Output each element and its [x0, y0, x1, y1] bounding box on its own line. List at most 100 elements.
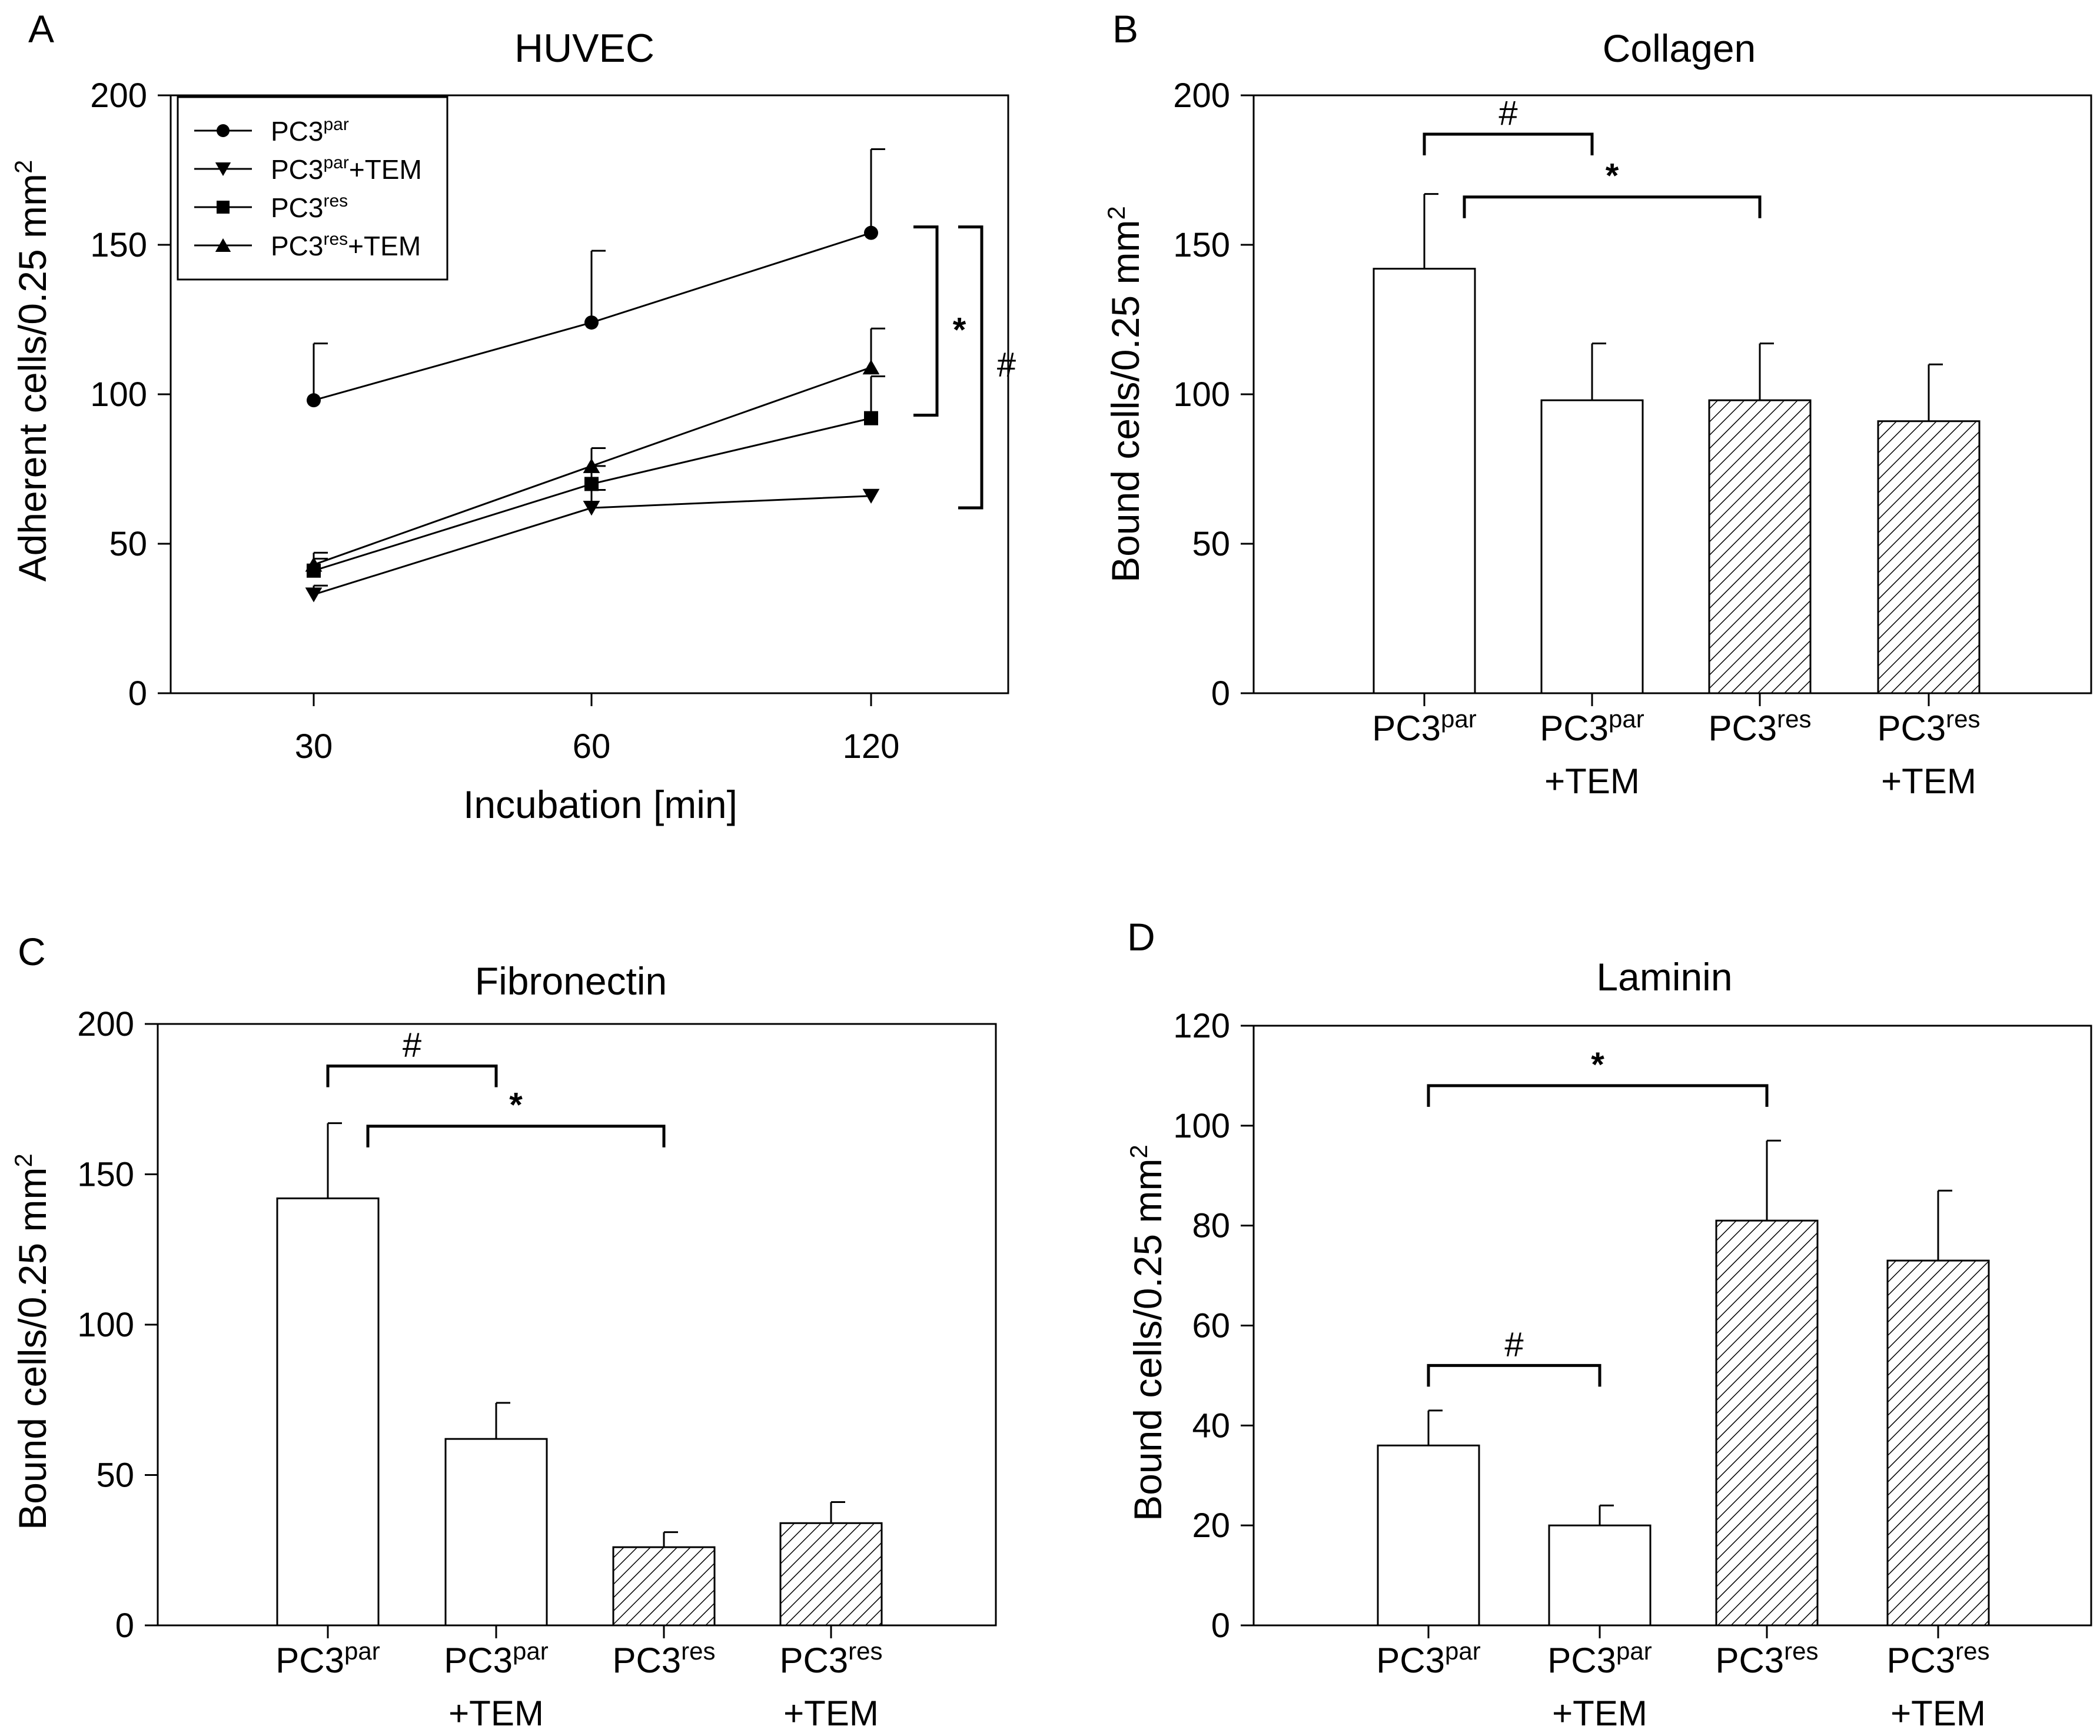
legend-entry-sup: par — [323, 153, 348, 172]
x-tick-label-line2: +TEM — [1552, 1694, 1647, 1733]
significance-bracket — [1423, 132, 1594, 156]
data-point-marker — [864, 225, 878, 240]
x-tick-label-line2: +TEM — [1890, 1694, 1986, 1733]
data-point-marker — [217, 201, 230, 214]
bar — [1708, 399, 1812, 694]
y-tick-label: 0 — [115, 1607, 134, 1645]
y-tick-label: 200 — [77, 1005, 134, 1043]
bar — [1877, 420, 1981, 694]
significance-label: * — [509, 1086, 523, 1125]
data-point-marker — [864, 411, 878, 425]
data-point-marker — [583, 501, 600, 516]
significance-bracket — [913, 225, 939, 417]
y-tick-label: 100 — [1173, 375, 1230, 414]
x-tick-label-sup: res — [848, 1637, 882, 1665]
significance-bracket — [958, 225, 983, 510]
x-tick-label-sup: par — [1445, 1637, 1481, 1665]
x-tick-label: PC3res — [1877, 705, 1980, 748]
bar — [1715, 1219, 1819, 1627]
panel-d-y-axis-label: Bound cells/0.25 mm2 — [1125, 1145, 1169, 1521]
legend-entry: PC3par — [271, 115, 349, 147]
x-tick-label-name: PC3 — [275, 1641, 344, 1680]
significance-bracket — [1463, 195, 1762, 218]
panel-b-title: Collagen — [1603, 26, 1756, 70]
x-tick-label-sup: par — [1616, 1637, 1652, 1665]
data-point-marker — [862, 360, 880, 375]
legend-entry-sup: par — [323, 115, 348, 134]
panel-a-title: HUVEC — [514, 26, 654, 71]
x-tick-label-name: PC3 — [444, 1641, 513, 1680]
x-tick-label-sup: res — [681, 1637, 715, 1665]
bar — [779, 1522, 883, 1627]
y-tick-label: 150 — [77, 1156, 134, 1194]
bar — [276, 1197, 380, 1627]
y-tick-label: 50 — [1192, 525, 1230, 563]
x-tick-label-name: PC3 — [1877, 709, 1946, 748]
x-tick-label: PC3par — [1372, 705, 1476, 748]
panel-c-y-axis-label: Bound cells/0.25 mm2 — [9, 1153, 54, 1530]
x-tick-label-sup: res — [1955, 1637, 1989, 1665]
x-tick-label-name: PC3 — [1708, 709, 1777, 748]
bar — [444, 1438, 548, 1627]
panel-a-letter: A — [28, 7, 54, 51]
data-point-marker — [862, 488, 880, 504]
significance-label: * — [1606, 157, 1619, 195]
x-tick-label: 120 — [843, 727, 900, 766]
legend-entry-suffix: +TEM — [349, 154, 422, 185]
legend-entry: PC3res+TEM — [271, 230, 421, 261]
x-tick-label-name: PC3 — [1372, 709, 1441, 748]
data-point-marker — [584, 315, 599, 330]
x-tick-label: PC3res — [1715, 1637, 1818, 1680]
panel-b-letter: B — [1112, 7, 1138, 51]
bar — [612, 1546, 716, 1627]
x-tick-label: PC3res — [1708, 705, 1811, 748]
x-tick-label-line2: +TEM — [448, 1694, 544, 1733]
legend-entry-name: PC3 — [271, 192, 323, 223]
x-tick-label: PC3par — [275, 1637, 380, 1680]
x-tick-label-name: PC3 — [1540, 709, 1609, 748]
legend-entry-suffix: +TEM — [348, 231, 421, 261]
x-tick-label-sup: par — [344, 1637, 380, 1665]
panel-d-title: Laminin — [1596, 955, 1732, 999]
y-tick-label: 150 — [1173, 226, 1230, 264]
significance-bracket — [1427, 1363, 1601, 1387]
legend-entry: PC3res — [271, 191, 348, 223]
x-tick-label-line2: +TEM — [1881, 761, 1976, 801]
x-tick-label-sup: par — [1609, 705, 1644, 733]
y-tick-label: 200 — [1173, 77, 1230, 115]
significance-label: # — [1504, 1325, 1523, 1363]
x-tick-label-sup: res — [1784, 1637, 1818, 1665]
y-tick-label: 50 — [109, 525, 147, 563]
significance-label: * — [953, 311, 966, 350]
series-0 — [307, 148, 885, 408]
bar — [1886, 1259, 1990, 1627]
x-tick-label-sup: res — [1946, 705, 1980, 733]
x-tick-label-line2: +TEM — [783, 1694, 879, 1733]
x-tick-label: PC3par — [1547, 1637, 1652, 1680]
y-tick-label: 40 — [1192, 1406, 1230, 1445]
legend-entry-sup: res — [323, 230, 348, 249]
x-tick-label-name: PC3 — [1547, 1641, 1616, 1680]
x-tick-label-name: PC3 — [1376, 1641, 1445, 1680]
significance-bracket — [326, 1065, 498, 1088]
y-tick-label: 0 — [1211, 1607, 1230, 1645]
y-tick-label: 150 — [90, 226, 147, 264]
x-tick-label: PC3par — [1376, 1637, 1480, 1680]
data-point-marker — [215, 238, 231, 252]
x-tick-label-name: PC3 — [612, 1641, 681, 1680]
series-2 — [307, 375, 885, 578]
bar — [1373, 268, 1476, 694]
significance-label: # — [1498, 94, 1517, 132]
x-tick-label: 60 — [573, 727, 611, 766]
y-tick-label: 60 — [1192, 1307, 1230, 1345]
y-tick-label: 100 — [1173, 1107, 1230, 1145]
x-tick-label: PC3res — [779, 1637, 882, 1680]
x-tick-label-sup: par — [1441, 705, 1477, 733]
panel-a-x-axis-label: Incubation [min] — [463, 783, 737, 826]
